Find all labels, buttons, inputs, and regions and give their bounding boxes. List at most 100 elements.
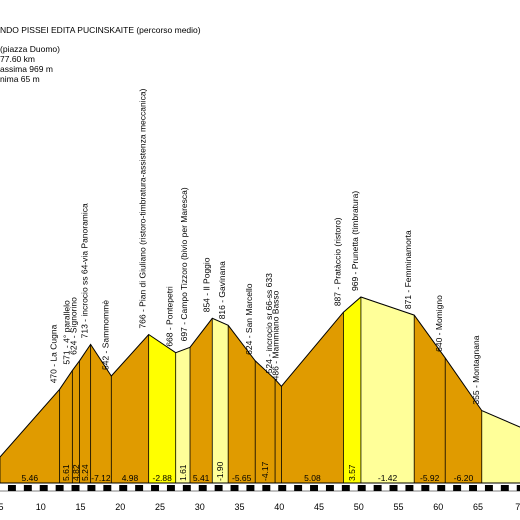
x-tick-label: 15 (75, 502, 85, 512)
waypoint-label: 969 - Prunetta (timbratura) (350, 191, 360, 291)
waypoint-label: 697 - Campo Tizzoro (bivio per Maresca) (179, 187, 189, 341)
scale-block (151, 485, 159, 491)
waypoint-label: 713 - incrocio ss 64-via Panoramica (80, 203, 90, 338)
profile-segment-1 (0, 389, 60, 483)
scale-block (198, 485, 207, 491)
waypoint-label: 766 - Pian di Giuliano (ristoro-timbratu… (138, 88, 148, 328)
grade-label: 5.46 (22, 473, 39, 483)
profile-segment-14 (281, 312, 344, 483)
x-tick-labels: 5 10 15 20 25 30 35 40 45 50 55 60 65 7 (0, 502, 520, 512)
scale-block (500, 485, 509, 491)
x-tick-label: 55 (393, 502, 403, 512)
grade-label: 3.57 (347, 464, 357, 481)
grade-label: -1.42 (378, 473, 398, 483)
profile-segment-10 (212, 318, 229, 483)
profile-segment-5 (90, 344, 112, 483)
scale-block (405, 485, 414, 491)
x-tick-label: 10 (36, 502, 46, 512)
x-tick-label: 25 (155, 502, 165, 512)
profile-segment-16 (360, 297, 415, 483)
waypoint-label: 524 - incrocio sr 66-ss 633 (264, 273, 274, 373)
profile-segment-3 (72, 360, 80, 483)
grade-label: -5.65 (232, 473, 252, 483)
grade-label: 4.98 (122, 473, 139, 483)
grade-label: -6.20 (454, 473, 474, 483)
x-tick-label: 40 (274, 502, 284, 512)
grade-label: 5.41 (193, 473, 210, 483)
waypoint-label: 854 - Il Poggio (201, 257, 211, 312)
waypoint-label: 571 - 4° parallelo (61, 300, 71, 365)
x-tick-label: 30 (195, 502, 205, 512)
x-tick-label: 45 (314, 502, 324, 512)
x-tick-label: 5 (0, 502, 4, 512)
waypoint-label: 355 - Montagnana (471, 335, 481, 404)
profile-segment-4 (79, 344, 91, 483)
profile-segment-19 (481, 410, 520, 483)
profile-areas (0, 296, 520, 483)
scale-block (310, 485, 318, 491)
scale-block (214, 485, 223, 491)
profile-segment-15 (343, 297, 361, 483)
grade-label: 1.61 (178, 464, 188, 481)
scale-block (166, 485, 175, 491)
header-max-altitude: assima 969 m (0, 64, 53, 74)
profile-segment-17 (414, 315, 446, 483)
scale-block (246, 485, 255, 491)
x-tick-label: 60 (433, 502, 443, 512)
grade-label: 5.61 (61, 464, 71, 481)
scale-block (453, 485, 462, 491)
scale-block (103, 485, 112, 491)
scale-block (373, 485, 382, 491)
grade-label: 4.82 (71, 464, 81, 481)
scale-block (87, 485, 96, 491)
waypoint-label: 624 - San Marcello (244, 283, 254, 355)
profile-segment-6 (111, 334, 149, 483)
scale-block (389, 485, 398, 491)
profile-segment-2 (59, 370, 73, 483)
scale-block (437, 485, 446, 491)
x-tick-label: 35 (234, 502, 244, 512)
header-min-altitude: nima 65 m (0, 74, 40, 84)
grade-label: -7.12 (91, 473, 111, 483)
x-tick-label: 20 (115, 502, 125, 512)
scale-block (55, 485, 64, 491)
grade-label: -4.17 (260, 461, 270, 481)
x-tick-label: 50 (354, 502, 364, 512)
waypoint-label: 668 - Pontepetri (165, 286, 175, 347)
scale-block (484, 485, 493, 491)
waypoint-label: 486 - Mammiano Basso (270, 290, 280, 380)
scale-block (119, 485, 128, 491)
scale-block (278, 485, 287, 491)
scale-block (182, 485, 191, 491)
scale-block (23, 485, 32, 491)
scale-block (230, 485, 239, 491)
profile-segment-13 (275, 379, 282, 483)
waypoint-lines (0, 297, 483, 483)
profile-segment-7 (148, 334, 176, 483)
scale-block (325, 485, 334, 491)
scale-block (516, 485, 520, 491)
grade-label: 5.24 (80, 464, 90, 481)
grade-label: -1.90 (215, 461, 225, 481)
waypoint-label: 542 - Sammommè (100, 300, 110, 370)
header-distance: 77.60 km (0, 54, 35, 64)
scale-block (357, 485, 366, 491)
profile-segment-11 (228, 325, 256, 483)
x-tick-label: 65 (473, 502, 483, 512)
scale-block (421, 485, 430, 491)
grade-label: -5.92 (420, 473, 440, 483)
profile-segment-8 (175, 347, 191, 483)
waypoint-label: 640 - Momigno (434, 295, 444, 352)
distance-scale-bar (0, 485, 520, 492)
waypoint-label: 470 - La Cugna (49, 324, 59, 383)
scale-block (7, 485, 16, 491)
x-tick-label: 7 (515, 502, 520, 512)
grade-labels: 5.46 5.61 4.82 5.24 -7.12 4.98 -2.88 1.61 5.41 -1… (22, 461, 474, 483)
scale-block (294, 485, 303, 491)
scale-block (469, 485, 477, 491)
profile-segment-9 (190, 318, 213, 483)
waypoint-label: 871 - Femminamorta (403, 230, 413, 309)
scale-block (71, 485, 80, 491)
